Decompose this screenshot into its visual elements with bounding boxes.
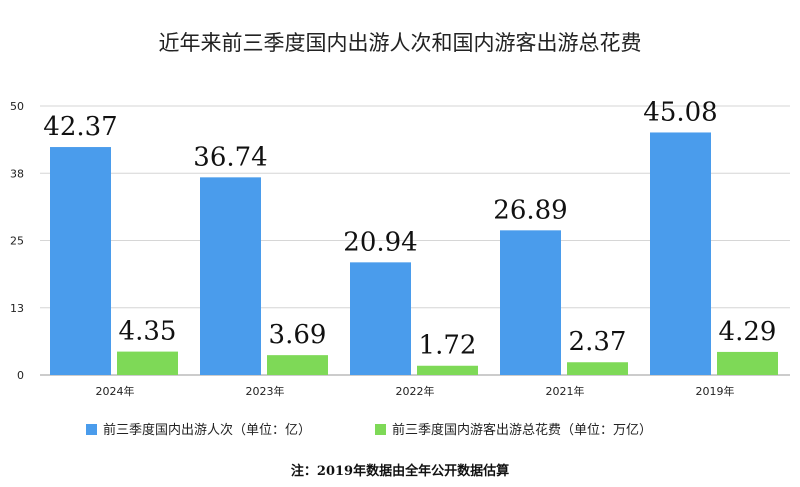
bar-visitors bbox=[50, 147, 111, 375]
bar-visitors bbox=[350, 262, 411, 375]
bars bbox=[50, 132, 778, 375]
legend-swatch-spending bbox=[375, 424, 386, 435]
data-label: 1.72 bbox=[419, 331, 477, 361]
data-label: 45.08 bbox=[643, 97, 717, 127]
bar-visitors bbox=[650, 132, 711, 375]
legend-label: 前三季度国内游客出游总花费（单位：万亿） bbox=[392, 422, 652, 438]
chart-note: 注：2019年数据由全年公开数据估算 bbox=[291, 463, 509, 479]
x-category-label: 2024年 bbox=[96, 384, 135, 398]
bar-visitors bbox=[200, 177, 261, 375]
bar-spending bbox=[117, 351, 178, 375]
bar-visitors bbox=[500, 230, 561, 375]
data-label: 2.37 bbox=[569, 327, 627, 357]
bar-spending bbox=[267, 355, 328, 375]
x-category-label: 2022年 bbox=[396, 384, 435, 398]
x-category-label: 2023年 bbox=[246, 384, 285, 398]
data-label: 26.89 bbox=[493, 195, 567, 225]
data-label: 4.29 bbox=[719, 317, 777, 347]
bar-spending bbox=[717, 351, 778, 375]
bar-spending bbox=[417, 365, 478, 375]
x-axis-categories: 2024年 2023年 2022年 2021年 2019年 bbox=[96, 384, 735, 398]
y-tick-label: 0 bbox=[17, 369, 24, 382]
data-label: 4.35 bbox=[119, 317, 177, 347]
y-tick-label: 25 bbox=[10, 235, 24, 248]
y-tick-label: 50 bbox=[10, 100, 24, 113]
data-label: 42.37 bbox=[43, 112, 117, 142]
y-axis-ticks: 0 13 25 38 50 bbox=[10, 100, 24, 382]
data-label: 3.69 bbox=[269, 320, 327, 350]
bar-spending bbox=[567, 362, 628, 375]
y-tick-label: 13 bbox=[10, 302, 24, 315]
legend: 前三季度国内出游人次（单位：亿） 前三季度国内游客出游总花费（单位：万亿） bbox=[86, 422, 652, 438]
y-tick-label: 38 bbox=[10, 167, 24, 180]
legend-label: 前三季度国内出游人次（单位：亿） bbox=[103, 422, 311, 438]
x-category-label: 2019年 bbox=[696, 384, 735, 398]
chart-title: 近年来前三季度国内出游人次和国内游客出游总花费 bbox=[159, 31, 642, 55]
data-label: 20.94 bbox=[343, 227, 417, 257]
data-labels: 42.37 4.35 36.74 3.69 20.94 1.72 26.89 2.37 45.0… bbox=[43, 97, 776, 360]
legend-swatch-visitors bbox=[86, 424, 97, 435]
x-category-label: 2021年 bbox=[546, 384, 585, 398]
data-label: 36.74 bbox=[193, 142, 267, 172]
